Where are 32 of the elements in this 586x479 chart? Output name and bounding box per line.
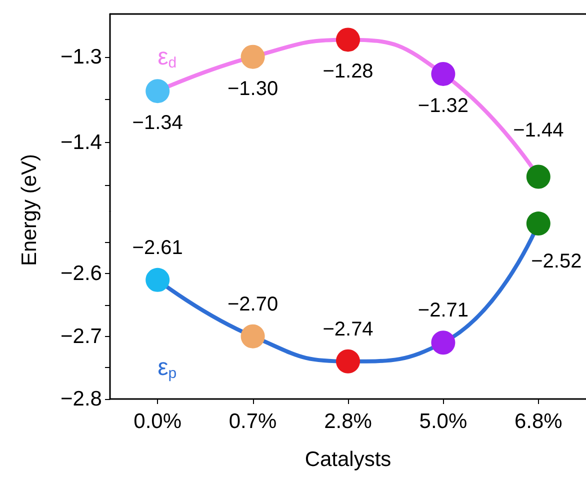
point — [336, 28, 360, 52]
x-tick-label: 6.8% — [514, 410, 562, 433]
data-label: −2.52 — [531, 250, 582, 273]
data-label: −1.34 — [132, 112, 183, 134]
y-tick-label: −1.4 — [60, 130, 102, 154]
data-label: −1.32 — [418, 94, 469, 117]
point — [526, 212, 550, 236]
point — [146, 268, 170, 292]
x-tick-label: 5.0% — [419, 410, 468, 433]
point — [146, 79, 170, 104]
x-axis-title: Catalysts — [304, 448, 392, 471]
data-label: −2.70 — [227, 293, 278, 316]
point — [431, 330, 456, 355]
point — [526, 164, 550, 189]
point — [240, 324, 265, 348]
x-tick-label: 2.8% — [324, 410, 372, 433]
data-label: −1.30 — [227, 78, 278, 100]
data-label: −1.28 — [322, 60, 374, 83]
y-axis-title: Energy (eV) — [18, 154, 42, 266]
data-label: −2.61 — [132, 236, 183, 259]
point — [336, 349, 360, 374]
x-tick-label: 0.0% — [134, 410, 182, 433]
data-label: −2.74 — [322, 318, 374, 340]
y-tick-label: −2.8 — [60, 388, 102, 410]
point — [431, 62, 456, 86]
y-tick-label: −2.7 — [60, 324, 102, 348]
y-tick-label: −1.3 — [60, 45, 102, 68]
x-tick-label: 0.7% — [228, 410, 277, 433]
y-tick-label: −2.6 — [60, 262, 102, 286]
point — [240, 44, 265, 69]
data-label: −1.44 — [513, 120, 564, 142]
data-label: −2.71 — [418, 300, 469, 322]
